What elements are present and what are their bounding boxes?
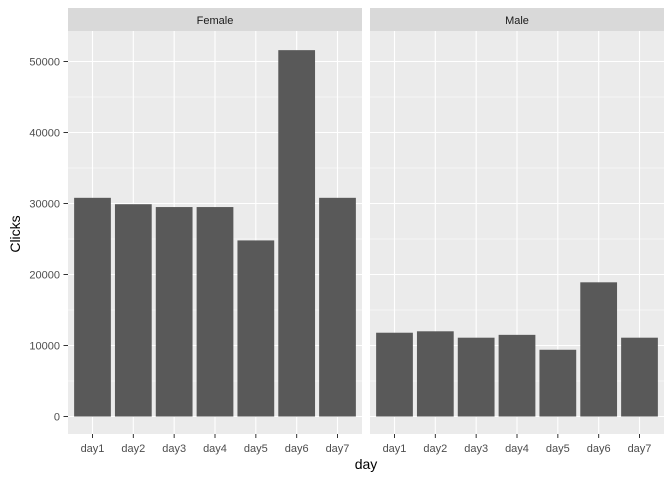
bar-male-day7: [621, 337, 658, 417]
facet-male: Male day1 day2 day3 day4 day5 day6 day7: [370, 8, 664, 455]
bar-male-day1: [376, 332, 413, 417]
y-tick-label: 20000: [29, 270, 60, 282]
x-tick-label: day5: [244, 443, 268, 455]
y-tick-label: 10000: [29, 341, 60, 353]
facet-strip: [370, 8, 664, 31]
bar-female-day7: [319, 197, 356, 417]
x-tick-label: day2: [121, 443, 145, 455]
facet-female: Female day1 day2 day3 day4 day5 day6 day7: [68, 8, 362, 455]
bar-female-day6: [278, 50, 316, 417]
y-tick-label: 40000: [29, 128, 60, 140]
x-tick-label: day5: [546, 443, 570, 455]
y-tick-label: 50000: [29, 57, 60, 69]
x-tick-label: day3: [162, 443, 186, 455]
x-tick-label: day3: [464, 443, 488, 455]
bar-female-day3: [155, 207, 193, 417]
facet-strip-label: Male: [505, 15, 529, 27]
y-axis-title: Clicks: [7, 215, 23, 252]
bar-male-day6: [580, 282, 618, 417]
bar-male-day2: [416, 331, 454, 417]
bar-female-day5: [237, 240, 275, 417]
x-tick-label: day2: [423, 443, 447, 455]
x-tick-label: day6: [587, 443, 611, 455]
facet-strip: [68, 8, 362, 31]
bar-male-day5: [539, 349, 577, 417]
x-tick-label: day7: [628, 443, 652, 455]
x-tick-label: day1: [81, 443, 105, 455]
bar-female-day4: [196, 207, 234, 417]
x-tick-label: day4: [505, 443, 529, 455]
bar-female-day1: [74, 197, 111, 417]
y-tick-label: 0: [54, 412, 60, 424]
bar-male-day3: [457, 337, 495, 417]
y-tick-label: 30000: [29, 199, 60, 211]
x-tick-label: day4: [203, 443, 227, 455]
facet-panels: Female day1 day2 day3 day4 day5 day6 day7 Male da…: [68, 8, 664, 455]
bar-male-day4: [498, 334, 536, 417]
x-axis-title: day: [355, 456, 378, 472]
y-axis: 0 10000 20000 30000 40000 50000: [29, 57, 68, 424]
x-tick-label: day1: [383, 443, 407, 455]
x-tick-label: day6: [285, 443, 309, 455]
facet-strip-label: Female: [197, 15, 234, 27]
x-tick-label: day7: [326, 443, 350, 455]
bar-female-day2: [114, 204, 152, 417]
